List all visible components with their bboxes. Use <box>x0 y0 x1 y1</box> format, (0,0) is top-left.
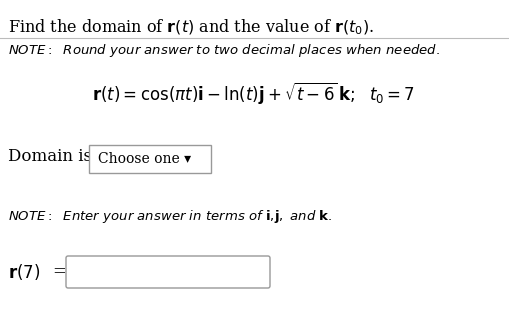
FancyBboxPatch shape <box>66 256 270 288</box>
Text: Choose one ▾: Choose one ▾ <box>98 152 191 166</box>
Text: $\mathit{NOTE:}$  $\mathit{Enter\ your\ answer\ in\ terms\ of\ }$$\mathbf{i}$$\m: $\mathit{NOTE:}$ $\mathit{Enter\ your\ a… <box>8 208 332 225</box>
Text: $\mathit{NOTE:}$  $\mathit{Round\ your\ answer\ to\ two\ decimal\ places\ when\ : $\mathit{NOTE:}$ $\mathit{Round\ your\ a… <box>8 42 440 59</box>
FancyBboxPatch shape <box>89 145 211 173</box>
Text: =: = <box>52 264 66 281</box>
Text: Find the domain of $\mathbf{r}(t)$ and the value of $\mathbf{r}(t_0)$.: Find the domain of $\mathbf{r}(t)$ and t… <box>8 18 374 38</box>
Text: $\mathbf{r}(t) = \cos(\pi t)\mathbf{i} - \ln(t)\mathbf{j} + \sqrt{t-6}\,\mathbf{: $\mathbf{r}(t) = \cos(\pi t)\mathbf{i} -… <box>93 80 415 106</box>
Text: $\mathbf{r}(7)$: $\mathbf{r}(7)$ <box>8 262 40 282</box>
Text: Domain is:: Domain is: <box>8 148 98 165</box>
